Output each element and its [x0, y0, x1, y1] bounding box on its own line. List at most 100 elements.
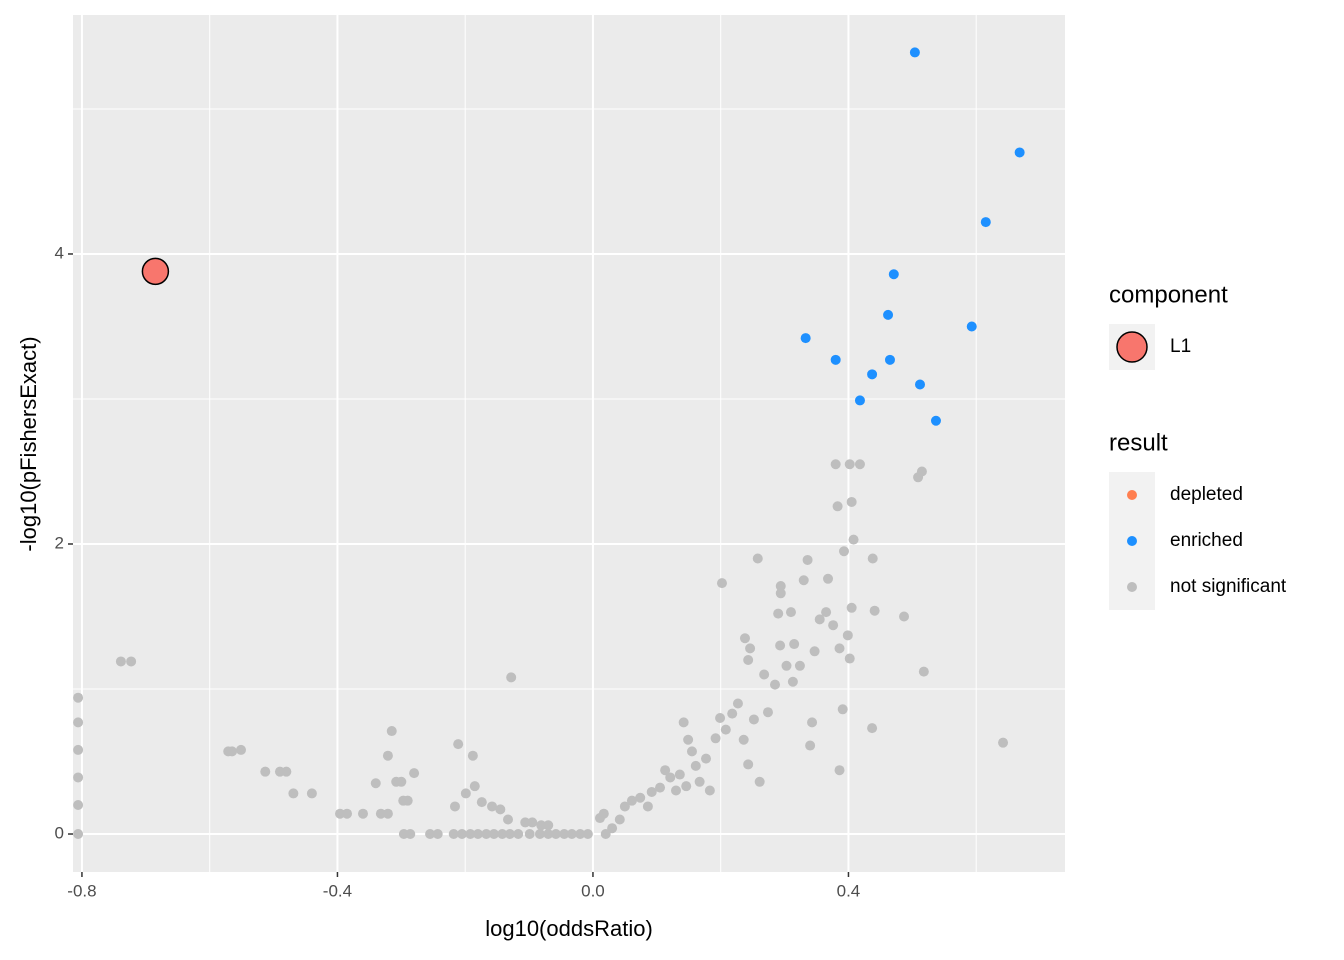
data-point	[830, 459, 841, 470]
data-point	[614, 814, 625, 825]
data-point	[762, 707, 773, 718]
data-point	[834, 643, 845, 654]
data-point	[425, 829, 436, 840]
data-point	[513, 829, 524, 840]
y-tick-label: 2	[55, 533, 64, 552]
data-point	[481, 829, 492, 840]
data-point	[674, 769, 685, 780]
data-point	[126, 656, 137, 667]
data-point	[497, 829, 508, 840]
data-point	[402, 795, 413, 806]
data-point	[409, 768, 420, 779]
data-point	[73, 829, 84, 840]
data-point	[342, 808, 353, 819]
data-point	[73, 772, 84, 783]
data-point	[916, 466, 927, 477]
data-point	[899, 611, 910, 622]
data-point	[828, 620, 839, 631]
data-point	[739, 633, 750, 644]
data-point	[809, 646, 820, 657]
data-point	[743, 759, 754, 770]
data-point	[600, 829, 611, 840]
data-point	[716, 578, 727, 589]
data-point	[396, 776, 407, 787]
legend-key	[1127, 536, 1137, 546]
data-point	[800, 333, 811, 344]
data-point	[884, 354, 895, 365]
data-point	[488, 829, 499, 840]
data-point	[73, 692, 84, 703]
data-point	[73, 717, 84, 728]
legend-key	[1127, 490, 1137, 500]
data-point	[646, 786, 657, 797]
legend-key	[1127, 582, 1137, 592]
data-point	[626, 795, 637, 806]
legend-key	[1116, 331, 1148, 363]
data-point	[681, 781, 692, 792]
data-point	[73, 800, 84, 811]
data-point	[773, 608, 784, 619]
data-point	[918, 666, 929, 677]
data-point	[73, 744, 84, 755]
data-point	[607, 823, 618, 834]
data-point	[665, 772, 676, 783]
data-point	[370, 778, 381, 789]
data-point	[830, 354, 841, 365]
data-point	[598, 808, 609, 819]
data-point	[909, 47, 920, 58]
data-point	[335, 808, 346, 819]
data-point	[467, 750, 478, 761]
data-point	[775, 640, 786, 651]
data-point	[670, 785, 681, 796]
data-point	[727, 708, 738, 719]
data-point	[787, 676, 798, 687]
data-point	[842, 630, 853, 641]
data-point	[543, 820, 554, 831]
data-point	[807, 717, 818, 728]
data-point	[846, 496, 857, 507]
data-point	[405, 829, 416, 840]
data-point	[998, 737, 1009, 748]
data-point	[715, 713, 726, 724]
data-point	[752, 553, 763, 564]
data-point	[867, 369, 878, 380]
y-tick-label: 0	[55, 823, 64, 842]
data-point	[832, 501, 843, 512]
data-point	[775, 588, 786, 599]
data-point	[487, 801, 498, 812]
data-point	[575, 829, 586, 840]
data-point	[619, 801, 630, 812]
data-point	[823, 573, 834, 584]
data-point	[472, 829, 483, 840]
data-point	[930, 415, 941, 426]
data-point	[527, 817, 538, 828]
data-point	[834, 765, 845, 776]
data-point	[476, 797, 487, 808]
data-point	[754, 776, 765, 787]
data-point	[844, 653, 855, 664]
data-point	[759, 669, 770, 680]
data-point	[506, 672, 517, 683]
data-point	[798, 575, 809, 586]
data-point	[915, 379, 926, 390]
legend-title: result	[1109, 429, 1168, 456]
data-point	[453, 739, 464, 750]
data-point	[260, 766, 271, 777]
legend-label: not significant	[1170, 576, 1287, 597]
data-point	[281, 766, 292, 777]
data-point	[536, 820, 547, 831]
data-point	[837, 704, 848, 715]
data-point	[566, 829, 577, 840]
data-point	[432, 829, 443, 840]
plot-background	[73, 15, 1065, 872]
data-point	[805, 740, 816, 751]
data-point	[449, 801, 460, 812]
data-point	[469, 781, 480, 792]
data-point	[854, 459, 865, 470]
data-point	[704, 785, 715, 796]
data-point	[710, 733, 721, 744]
x-tick-label: 0.0	[581, 881, 605, 900]
data-point	[789, 639, 800, 650]
data-point	[690, 760, 701, 771]
